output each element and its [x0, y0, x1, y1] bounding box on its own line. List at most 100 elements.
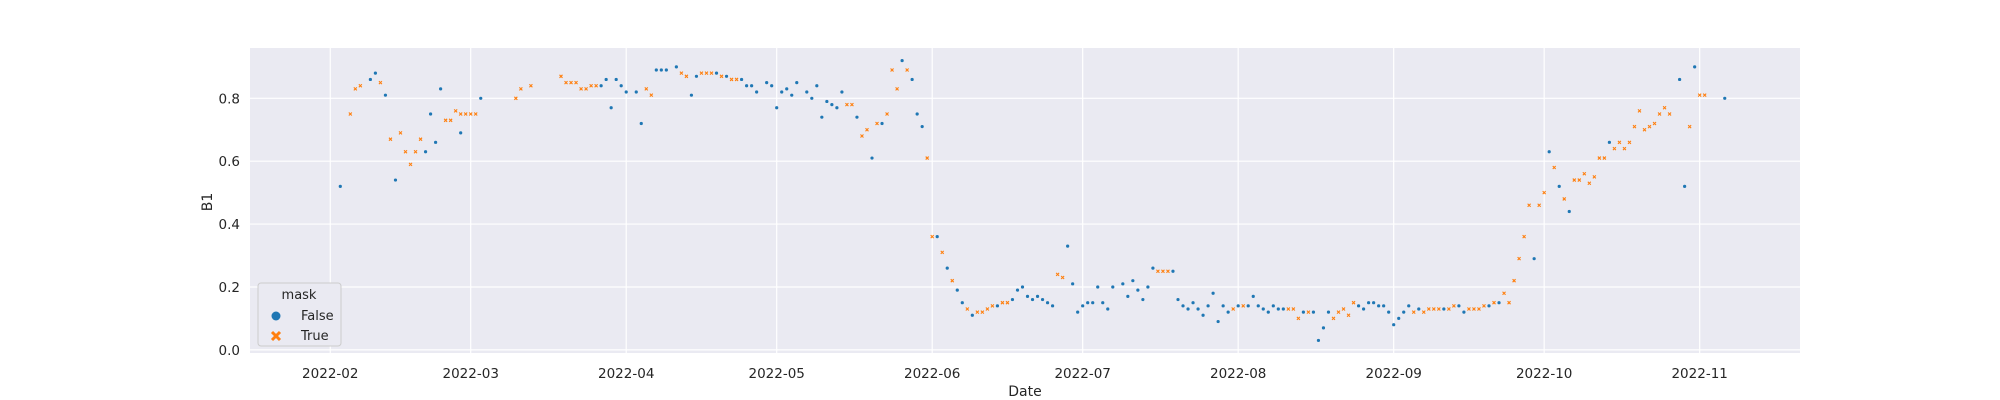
data-point-false — [1723, 96, 1727, 100]
x-tick-label: 2022-09 — [1365, 366, 1421, 382]
data-point-true — [1582, 171, 1587, 176]
data-point-false — [970, 313, 974, 317]
legend: mask False True — [257, 282, 342, 347]
data-point-true — [1537, 203, 1542, 208]
data-point-true — [448, 118, 453, 123]
data-point-false — [1081, 304, 1085, 308]
data-point-false — [900, 58, 904, 63]
data-point-false — [609, 106, 613, 110]
data-point-false — [1356, 304, 1361, 308]
data-point-false — [1547, 150, 1551, 154]
x-tick-label: 2022-06 — [904, 366, 960, 382]
data-point-false — [1271, 304, 1275, 308]
data-point-true — [408, 162, 413, 167]
data-point-true — [885, 112, 889, 116]
data-point-true — [1667, 112, 1672, 116]
data-point-false — [765, 80, 769, 85]
data-point-false — [880, 121, 884, 126]
data-point-false — [599, 84, 603, 88]
data-point-false — [1025, 294, 1030, 299]
data-point-true — [1477, 307, 1481, 311]
data-point-true — [1411, 310, 1416, 315]
data-point-true — [875, 121, 879, 126]
data-point-true — [1351, 300, 1356, 305]
data-point-true — [358, 83, 363, 88]
data-point-true — [1517, 256, 1521, 261]
data-point-false — [745, 84, 749, 88]
data-point-false — [439, 87, 443, 91]
data-point-false — [840, 90, 844, 94]
data-point-false — [714, 71, 719, 75]
data-point-false — [1030, 297, 1035, 302]
data-point-false — [1146, 285, 1150, 289]
y-tick-label: 0.2 — [219, 280, 240, 296]
data-point-true — [1482, 303, 1486, 308]
data-point-true — [679, 71, 684, 76]
data-point-true — [895, 86, 899, 91]
data-point-true — [1542, 190, 1547, 195]
data-point-true — [1426, 307, 1431, 311]
legend-title: mask — [282, 288, 317, 303]
data-point-true — [925, 156, 930, 160]
data-point-false — [785, 87, 789, 91]
data-point-true — [1612, 146, 1617, 151]
data-point-false — [604, 77, 608, 82]
data-point-false — [830, 102, 834, 107]
data-point-true — [1336, 310, 1341, 315]
data-point-true — [1577, 178, 1582, 182]
data-point-false — [1176, 297, 1180, 302]
data-point-false — [1131, 279, 1135, 283]
data-point-true — [1467, 307, 1471, 311]
data-point-false — [805, 90, 809, 94]
data-point-true — [1291, 307, 1296, 311]
data-point-false — [835, 106, 839, 110]
data-point-false — [1201, 313, 1205, 317]
data-point-false — [1015, 288, 1020, 292]
data-point-true — [413, 149, 418, 154]
data-point-true — [734, 77, 739, 82]
data-point-true — [1572, 178, 1577, 182]
plot-area-background — [250, 48, 1800, 353]
data-point-true — [1436, 307, 1441, 311]
data-point-true — [1055, 272, 1060, 277]
data-point-true — [940, 250, 945, 255]
data-point-true — [353, 86, 358, 91]
data-point-true — [559, 74, 563, 79]
data-point-false — [1683, 184, 1687, 188]
data-point-false — [1066, 244, 1070, 248]
data-point-false — [1136, 288, 1140, 292]
data-point-true — [649, 93, 654, 98]
data-point-false — [790, 93, 794, 97]
data-point-true — [644, 86, 649, 91]
data-point-true — [594, 83, 599, 88]
data-point-true — [965, 307, 970, 311]
data-point-true — [845, 102, 849, 107]
data-point-false — [945, 266, 949, 270]
data-point-false — [1211, 291, 1215, 295]
data-point-true — [398, 131, 403, 135]
data-point-false — [1281, 307, 1285, 311]
data-point-false — [1086, 301, 1090, 305]
data-point-true — [719, 74, 724, 79]
x-tick-label: 2022-10 — [1516, 366, 1572, 382]
data-point-false — [775, 106, 779, 110]
data-point-false — [1256, 304, 1260, 308]
data-point-false — [1557, 184, 1561, 188]
data-point-false — [1141, 297, 1145, 302]
data-point-true — [1156, 269, 1160, 274]
data-point-true — [1431, 307, 1436, 311]
data-point-false — [1035, 294, 1040, 299]
x-tick-label: 2022-08 — [1210, 366, 1266, 382]
data-point-false — [1407, 304, 1411, 308]
data-point-true — [1446, 307, 1451, 311]
data-point-true — [453, 108, 458, 113]
data-point-false — [1106, 307, 1110, 311]
y-tick-label: 0.0 — [219, 343, 240, 359]
data-point-false — [1221, 304, 1225, 308]
data-point-true — [1472, 307, 1476, 311]
data-point-false — [1678, 77, 1682, 82]
data-point-true — [850, 102, 854, 107]
data-point-false — [995, 304, 1000, 308]
y-axis-ticks: 0.0 0.2 0.4 0.6 0.8 — [219, 91, 240, 359]
